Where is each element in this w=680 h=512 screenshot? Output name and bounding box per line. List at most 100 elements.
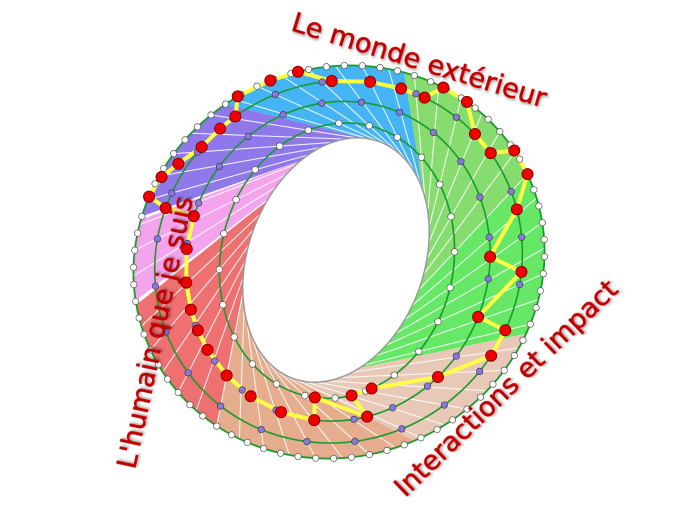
node-white: [294, 452, 302, 460]
node-white: [496, 128, 504, 136]
node-white: [221, 100, 230, 108]
node-red: [515, 265, 528, 278]
node-red: [460, 95, 473, 108]
node-red: [395, 82, 408, 95]
node-white: [193, 123, 202, 131]
node-red: [180, 276, 193, 289]
node-red: [231, 90, 244, 103]
spoke: [264, 357, 344, 459]
node-white: [232, 196, 240, 204]
node-white: [539, 270, 547, 278]
node-purple: [217, 402, 225, 410]
node-white: [365, 451, 373, 459]
node-red: [264, 74, 277, 87]
node-purple: [507, 187, 515, 196]
node-white: [448, 416, 457, 424]
node-purple: [357, 98, 366, 106]
node-white: [433, 425, 441, 434]
node-red: [510, 203, 523, 216]
node-white: [301, 392, 309, 400]
node-white: [277, 449, 285, 457]
node-white: [154, 361, 162, 369]
node-white: [134, 229, 142, 237]
node-white: [304, 126, 312, 134]
node-white: [451, 248, 459, 256]
node-white: [129, 263, 138, 271]
node-purple: [303, 438, 311, 446]
node-red: [180, 243, 193, 256]
node-purple: [195, 199, 203, 207]
node-white: [131, 246, 139, 254]
node-white: [199, 412, 207, 420]
spoke: [303, 380, 446, 426]
node-white: [393, 67, 401, 75]
ring: [129, 61, 549, 463]
node-white: [358, 62, 366, 70]
ring-line: [242, 137, 430, 383]
node-white: [540, 253, 549, 261]
node-purple: [452, 352, 460, 360]
node-white: [130, 280, 138, 289]
node-purple: [518, 233, 526, 241]
node-white: [415, 347, 423, 356]
node-red: [191, 324, 204, 337]
node-white: [230, 333, 238, 341]
node-red: [484, 250, 497, 263]
node-white: [476, 393, 485, 401]
node-white: [135, 314, 143, 322]
node-white: [207, 111, 215, 119]
node-purple: [398, 425, 406, 433]
spoke: [282, 373, 396, 449]
node-purple: [318, 99, 326, 107]
node-purple: [211, 357, 219, 365]
node-red: [214, 122, 227, 135]
node-white: [540, 235, 548, 244]
node-white: [151, 180, 159, 188]
spoke: [412, 197, 537, 306]
node-white: [186, 401, 194, 409]
node-purple: [318, 78, 326, 86]
node-red: [220, 369, 233, 382]
spoke: [139, 163, 297, 226]
node-purple: [351, 437, 359, 445]
node-red: [521, 168, 534, 181]
node-purple: [151, 282, 160, 290]
node-white: [530, 186, 538, 194]
spoke: [133, 186, 277, 277]
node-red: [472, 310, 485, 323]
node-white: [132, 297, 140, 305]
node-white: [536, 287, 544, 295]
node-purple: [412, 90, 420, 98]
spoke: [395, 247, 545, 334]
node-white: [393, 133, 401, 141]
node-white: [427, 78, 435, 86]
node-purple: [389, 404, 397, 412]
node-white: [400, 441, 408, 449]
node-white: [434, 318, 442, 326]
node-purple: [429, 128, 438, 137]
node-white: [410, 71, 418, 80]
node-red: [437, 81, 450, 94]
node-white: [340, 61, 348, 70]
node-red: [201, 343, 214, 356]
node-white: [322, 63, 330, 71]
node-purple: [457, 157, 465, 166]
node-white: [417, 153, 426, 161]
sector-4: [290, 333, 527, 441]
node-white: [305, 65, 313, 73]
node-white: [260, 444, 268, 453]
node-purple: [350, 415, 358, 423]
node-red: [291, 65, 304, 78]
node-purple: [279, 111, 287, 119]
spoke: [141, 214, 261, 327]
node-white: [138, 212, 146, 220]
node-purple: [484, 275, 492, 283]
node-red: [484, 147, 497, 160]
node-red: [418, 91, 431, 104]
node-purple: [423, 382, 432, 390]
node-white: [273, 380, 281, 388]
node-red: [143, 190, 156, 203]
node-white: [526, 320, 534, 328]
node-purple: [162, 328, 170, 336]
node-red: [361, 410, 374, 423]
